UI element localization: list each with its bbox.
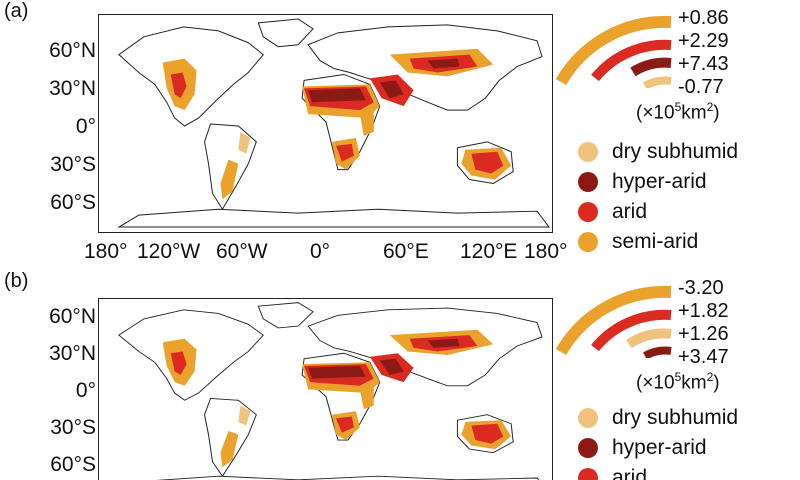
legend-hyper-arid-b: hyper-arid	[578, 435, 707, 461]
world-map-b	[98, 298, 553, 480]
lat-label-30n: 30°N	[49, 342, 96, 365]
legend-swatch	[578, 468, 598, 480]
legend-dry-subhumid-a: dry subhumid	[578, 139, 738, 165]
lat-label-30s: 30°S	[50, 416, 96, 439]
change-value-a-2: +2.29	[678, 30, 729, 52]
lat-label-30s: 30°S	[50, 153, 96, 176]
legend-swatch	[578, 142, 598, 162]
lon-label-120w: 120°W	[137, 240, 201, 263]
arc-semi-arid-b	[555, 285, 672, 356]
lat-label-60s: 60°S	[50, 191, 96, 214]
legend-label: arid	[612, 200, 648, 223]
legend-dry-subhumid-b: dry subhumid	[578, 405, 738, 431]
lat-label-60n: 60°N	[49, 305, 96, 328]
legend-semi-arid-a: semi-arid	[578, 229, 698, 255]
panel-label: (a)	[4, 0, 29, 22]
change-value-a-1: +0.86	[678, 7, 729, 29]
lat-label-0: 0°	[75, 379, 96, 402]
lon-label-60w: 60°W	[216, 240, 268, 263]
change-value-a-3: +7.43	[678, 53, 729, 75]
legend-swatch	[578, 202, 598, 222]
panel-a: (a) 60°N 30°N 0° 30°S 60°S 180° 120°W 60…	[4, 0, 738, 263]
map-svg-a	[118, 18, 550, 228]
legend-label: arid	[612, 466, 648, 480]
change-value-b-3: +1.26	[678, 323, 729, 345]
legend-swatch	[578, 172, 598, 192]
legend-swatch	[578, 438, 598, 458]
arc-dry-subhumid-b	[626, 328, 672, 349]
change-arcs-a	[553, 8, 673, 90]
arc-hyper-arid-b	[642, 346, 672, 360]
map-svg-b	[118, 302, 550, 480]
lon-label-60e: 60°E	[383, 240, 429, 263]
legend-label: semi-arid	[612, 230, 699, 253]
lat-label-60n: 60°N	[49, 39, 96, 62]
arc-dry-subhumid-a	[642, 76, 672, 90]
change-value-b-4: +3.47	[678, 346, 729, 368]
lon-label-180w: 180°	[84, 240, 128, 263]
change-value-a-4: -0.77	[678, 76, 724, 98]
lat-label-60s: 60°S	[50, 453, 96, 476]
legend-label: dry subhumid	[612, 406, 739, 429]
change-arcs-b	[553, 278, 673, 360]
change-value-b-1: -3.20	[678, 277, 724, 299]
lat-label-30n: 30°N	[49, 77, 96, 100]
legend-swatch	[578, 408, 598, 428]
panel-label: (b)	[4, 270, 29, 292]
legend-label: hyper-arid	[612, 436, 707, 459]
arc-arid-b	[591, 309, 672, 352]
lon-label-0: 0°	[310, 240, 331, 263]
lon-label-180e: 180°	[524, 240, 568, 263]
unit-label-a: (×105km2)	[636, 100, 720, 124]
legend-hyper-arid-a: hyper-arid	[578, 169, 707, 195]
legend-arid-b: arid	[578, 465, 647, 480]
world-map-a	[98, 14, 553, 233]
arc-hyper-arid-a	[630, 57, 672, 77]
legend-swatch	[578, 232, 598, 252]
arc-arid-a	[591, 39, 672, 82]
arc-semi-arid-a	[555, 15, 672, 86]
lat-label-0: 0°	[75, 115, 96, 138]
change-value-b-2: +1.82	[678, 300, 729, 322]
legend-arid-a: arid	[578, 199, 647, 225]
legend-label: hyper-arid	[612, 170, 707, 193]
panel-b: (b) 60°N 30°N 0° 30°S 60°S -3.20 +1.82 +…	[0, 270, 800, 480]
lon-label-120e: 120°E	[460, 240, 518, 263]
unit-label-b: (×105km2)	[636, 370, 720, 394]
legend-label: dry subhumid	[612, 140, 739, 163]
